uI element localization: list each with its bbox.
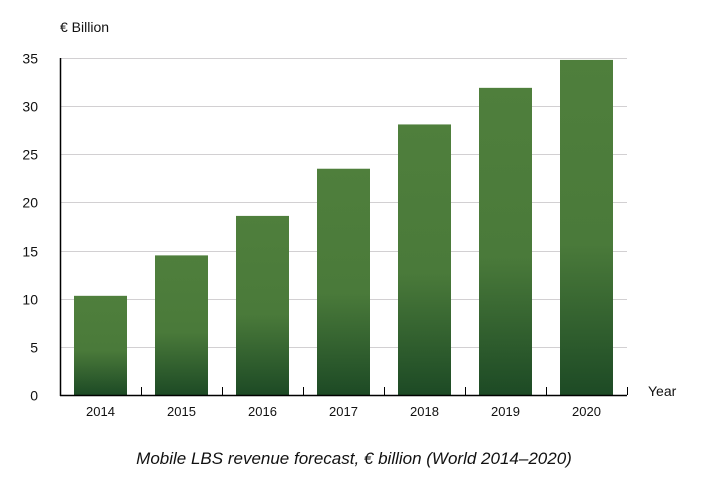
y-tick-label: 35 (22, 51, 38, 67)
y-tick-label: 0 (30, 388, 38, 404)
x-axis-title: Year (648, 383, 677, 399)
y-tick-label: 5 (30, 340, 38, 356)
x-tick-label: 2018 (410, 404, 439, 419)
bar-2020 (560, 59, 613, 395)
labels: 0 5 10 15 20 25 30 35 2014 2015 2016 2017 2018 2019 20… (22, 51, 601, 420)
y-axis-title: € Billion (60, 19, 109, 35)
chart-caption: Mobile LBS revenue forecast, € billion (… (136, 449, 572, 468)
x-tick-label: 2015 (167, 404, 196, 419)
x-tick-label: 2019 (491, 404, 520, 419)
bar-2017 (317, 168, 370, 395)
y-tick-label: 15 (22, 244, 38, 260)
y-tick-label: 30 (22, 99, 38, 115)
x-tick-label: 2016 (248, 404, 277, 419)
bar-2018 (398, 124, 451, 396)
bar-2019 (479, 87, 532, 395)
bar-2016 (236, 215, 289, 395)
bar-2014 (74, 295, 127, 395)
bars (74, 59, 613, 396)
x-tick-label: 2020 (572, 404, 601, 419)
axes (59, 58, 628, 397)
y-tick-label: 10 (22, 292, 38, 308)
bar-2015 (155, 255, 208, 395)
y-tick-label: 20 (22, 195, 38, 211)
x-tick-label: 2017 (329, 404, 358, 419)
y-tick-label: 25 (22, 147, 38, 163)
x-tick-label: 2014 (86, 404, 115, 419)
